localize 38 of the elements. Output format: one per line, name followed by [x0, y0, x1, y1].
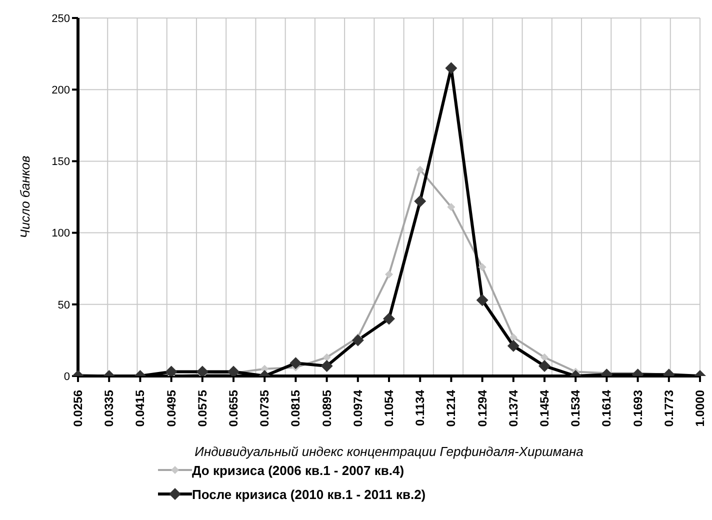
y-axis-title: Число банков — [18, 156, 33, 238]
x-tick-label: 0.0974 — [350, 390, 365, 427]
x-tick-label: 0.0735 — [258, 390, 272, 427]
y-tick-label: 50 — [58, 299, 70, 312]
x-tick-label: 0.1614 — [600, 390, 614, 427]
y-tick-label: 200 — [52, 84, 70, 97]
x-tick-label: 0.0256 — [71, 390, 85, 427]
y-tick-label: 150 — [52, 156, 70, 168]
point — [416, 166, 424, 174]
x-tick-label: 0.0335 — [102, 390, 116, 427]
y-tick-label: 250 — [52, 12, 70, 25]
x-tick-label: 0.0415 — [133, 390, 148, 427]
x-tick-label: 0.0815 — [288, 390, 303, 427]
y-tick-label: 100 — [52, 228, 70, 240]
point — [447, 203, 456, 212]
x-tick-label: 0.1294 — [475, 390, 490, 427]
x-tick-label: 0.1534 — [568, 390, 583, 427]
y-tick-label: 0 — [64, 370, 70, 383]
x-tick-label: 0.1374 — [506, 390, 520, 427]
x-tick-label: 1.0000 — [693, 390, 707, 427]
x-tick-label: 0.0575 — [195, 390, 210, 427]
x-tick-label: 0.1693 — [630, 390, 645, 427]
point — [478, 263, 486, 272]
point — [385, 270, 393, 278]
point — [509, 333, 518, 342]
legend-label: После кризиса (2010 кв.1 - 2011 кв.2) — [192, 486, 426, 502]
x-tick-label: 0.0495 — [164, 390, 178, 427]
x-axis-title: Индивидуальный индекс концентрации Герфиндаля-Хиршмана — [194, 444, 584, 459]
x-tick-label: 0.1134 — [413, 390, 428, 426]
x-tick-label: 0.0895 — [320, 390, 334, 427]
x-tick-label: 0.0655 — [226, 390, 240, 427]
x-tick-label: 0.1773 — [662, 390, 676, 427]
x-tick-label: 0.1454 — [538, 390, 552, 427]
x-tick-label: 0.1214 — [444, 390, 458, 427]
x-tick-label: 0.1054 — [382, 390, 396, 427]
legend-label: До кризиса (2006 кв.1 - 2007 кв.4) — [192, 462, 404, 478]
point — [540, 353, 548, 362]
point — [322, 353, 331, 362]
